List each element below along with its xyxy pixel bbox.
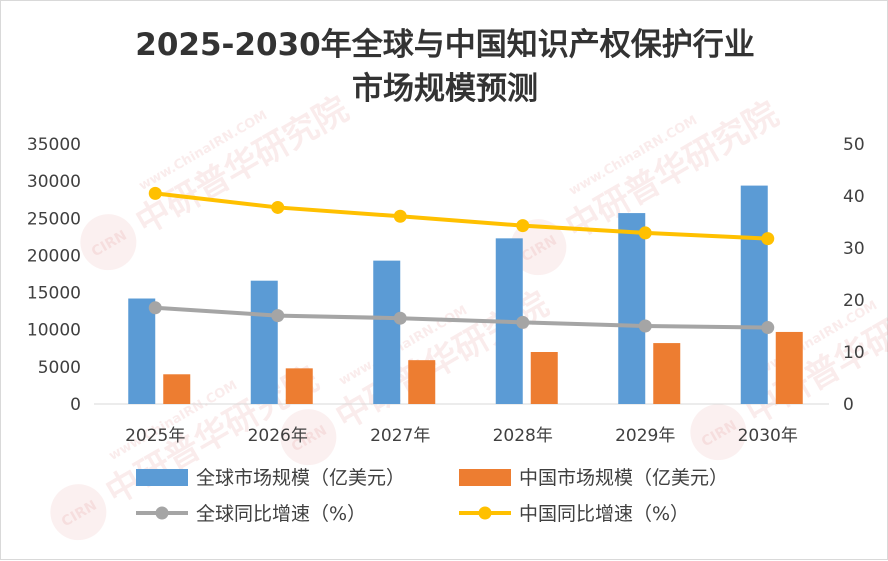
watermark-logo-circle: [50, 484, 107, 541]
point-china-growth: [638, 226, 652, 240]
y-right-tick-label: 30: [843, 239, 865, 259]
y-left-tick-label: 15000: [27, 284, 81, 304]
point-china-growth: [761, 232, 775, 246]
y-left-tick-label: 10000: [27, 321, 81, 341]
legend-swatch: [136, 469, 188, 486]
x-tick-label: 2030年: [738, 426, 798, 446]
legend: 全球市场规模（亿美元） 中国市场规模（亿美元） 全球同比增速（%） 中国同比增速（%）: [136, 467, 728, 525]
bar-global-market-size: [373, 260, 401, 404]
y-right-tick-label: 0: [843, 395, 854, 415]
bar-china-market-size: [653, 343, 681, 404]
chart-title-line-2: 市场规模预测: [352, 71, 538, 107]
line-china-growth: [153, 191, 770, 241]
point-global-growth: [148, 301, 162, 315]
point-china-growth: [516, 219, 530, 233]
lines-layer: [148, 186, 775, 335]
y-left-tick-label: 0: [70, 395, 81, 415]
bar-china-market-size: [285, 368, 313, 404]
point-global-growth: [271, 309, 285, 323]
legend-label: 全球同比增速（%）: [196, 503, 366, 525]
watermark-logo-circle: [280, 409, 337, 466]
x-tick-label: 2025年: [125, 426, 185, 446]
bar-china-market-size: [408, 360, 436, 404]
legend-item: 中国同比增速（%）: [459, 503, 689, 525]
bar-global-market-size: [128, 298, 156, 404]
y-left-tick-label: 5000: [38, 358, 81, 378]
bar-global-market-size: [250, 280, 278, 404]
legend-item: 中国市场规模（亿美元）: [459, 467, 728, 489]
y-right-tick-label: 40: [843, 187, 865, 207]
y-right-tick-label: 50: [843, 135, 865, 155]
line-global-growth: [153, 305, 770, 330]
y-right-tick-label: 20: [843, 291, 865, 311]
legend-item: 全球市场规模（亿美元）: [136, 467, 405, 489]
point-global-growth: [638, 319, 652, 333]
y-left-tick-label: 20000: [27, 246, 81, 266]
point-global-growth: [516, 315, 530, 329]
legend-item: 全球同比增速（%）: [136, 503, 366, 525]
chart-title-line-1: 2025-2030年全球与中国知识产权保护行业: [135, 27, 754, 63]
bar-global-market-size: [618, 213, 646, 404]
point-global-growth: [761, 321, 775, 335]
y-right-tick-label: 10: [843, 343, 865, 363]
axes-layer: 0 5000 10000 15000 20000 25000 30000 35000 0 10 20…: [27, 135, 865, 446]
point-china-growth: [393, 209, 407, 223]
x-tick-label: 2029年: [615, 426, 675, 446]
legend-label: 全球市场规模（亿美元）: [196, 467, 405, 489]
y-left-tick-label: 30000: [27, 172, 81, 192]
point-china-growth: [271, 200, 285, 214]
legend-swatch-marker: [155, 506, 169, 520]
point-global-growth: [393, 311, 407, 325]
watermark-logo-circle: [510, 219, 567, 276]
x-tick-label: 2026年: [248, 426, 308, 446]
x-tick-label: 2027年: [370, 426, 430, 446]
y-left-tick-label: 35000: [27, 135, 81, 155]
bar-china-market-size: [163, 374, 191, 404]
legend-label: 中国同比增速（%）: [519, 503, 689, 525]
bar-china-market-size: [530, 352, 558, 404]
y-left-tick-label: 25000: [27, 209, 81, 229]
watermark-logo-circle: [80, 214, 137, 271]
bar-global-market-size: [740, 185, 768, 404]
x-tick-label: 2028年: [493, 426, 553, 446]
point-china-growth: [148, 186, 162, 200]
bar-china-market-size: [775, 331, 803, 404]
legend-swatch-marker: [478, 506, 492, 520]
bars-layer: [128, 185, 803, 404]
legend-label: 中国市场规模（亿美元）: [519, 467, 728, 489]
legend-swatch: [459, 469, 511, 486]
watermark-logo-circle: [690, 404, 747, 461]
